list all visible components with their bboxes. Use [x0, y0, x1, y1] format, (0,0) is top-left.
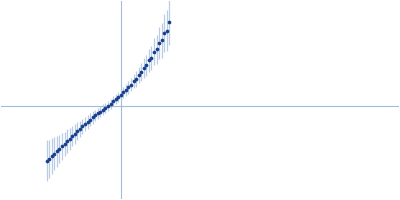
Point [61, 143, 68, 146]
Point [46, 157, 52, 161]
Point [138, 71, 144, 74]
Point [164, 29, 170, 32]
Point [44, 159, 50, 162]
Point [107, 102, 114, 105]
Point [151, 50, 157, 54]
Point [128, 83, 134, 86]
Point [72, 132, 78, 136]
Point [82, 123, 88, 126]
Point [133, 77, 139, 80]
Point [161, 31, 168, 34]
Point [112, 98, 119, 101]
Point [97, 110, 104, 113]
Point [66, 137, 73, 141]
Point [74, 129, 80, 132]
Point [94, 112, 101, 115]
Point [77, 127, 83, 130]
Point [56, 148, 63, 151]
Point [90, 116, 96, 119]
Point [102, 106, 109, 109]
Point [84, 120, 91, 123]
Point [87, 118, 93, 121]
Point [136, 73, 142, 77]
Point [140, 66, 147, 70]
Point [92, 114, 98, 117]
Point [148, 56, 155, 59]
Point [130, 80, 137, 83]
Point [69, 134, 76, 137]
Point [156, 41, 162, 45]
Point [125, 86, 132, 89]
Point [64, 139, 70, 143]
Point [146, 59, 152, 62]
Point [79, 125, 86, 128]
Point [118, 93, 124, 96]
Point [48, 155, 55, 158]
Point [120, 91, 126, 94]
Point [54, 150, 60, 153]
Point [115, 95, 122, 98]
Point [105, 104, 111, 107]
Point [153, 48, 160, 51]
Point [110, 100, 116, 103]
Point [51, 152, 58, 155]
Point [59, 145, 65, 148]
Point [158, 39, 165, 42]
Point [143, 64, 150, 67]
Point [166, 20, 172, 23]
Point [123, 88, 129, 91]
Point [100, 108, 106, 111]
